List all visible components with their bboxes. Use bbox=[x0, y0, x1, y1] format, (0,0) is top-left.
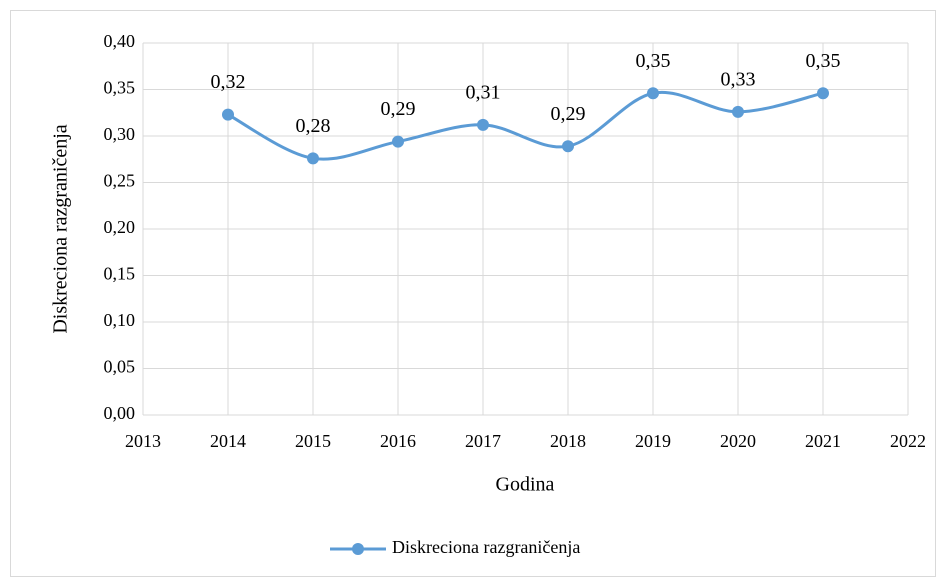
data-point bbox=[817, 87, 829, 100]
data-label: 0,35 bbox=[636, 50, 671, 72]
y-tick-label: 0,00 bbox=[104, 403, 136, 423]
data-point bbox=[562, 140, 574, 153]
x-axis-title: Godina bbox=[496, 474, 555, 496]
data-label: 0,31 bbox=[466, 81, 501, 103]
x-tick-label: 2022 bbox=[890, 431, 926, 451]
y-tick-label: 0,05 bbox=[104, 357, 136, 377]
y-tick-label: 0,10 bbox=[104, 310, 136, 330]
data-point bbox=[647, 87, 659, 100]
x-tick-label: 2018 bbox=[550, 431, 586, 451]
data-point bbox=[732, 105, 744, 118]
y-tick-label: 0,15 bbox=[104, 264, 136, 284]
x-tick-label: 2016 bbox=[380, 431, 416, 451]
y-tick-label: 0,40 bbox=[104, 31, 136, 51]
y-tick-label: 0,25 bbox=[104, 171, 136, 191]
x-tick-label: 2019 bbox=[635, 431, 671, 451]
legend-label: Diskreciona razgraničenja bbox=[392, 537, 580, 557]
x-tick-label: 2013 bbox=[125, 431, 161, 451]
y-axis-title: Diskreciona razgraničenja bbox=[50, 124, 72, 333]
data-point bbox=[222, 108, 234, 121]
data-point bbox=[392, 135, 404, 148]
data-label: 0,33 bbox=[721, 68, 756, 90]
x-tick-label: 2017 bbox=[465, 431, 501, 451]
y-tick-label: 0,35 bbox=[104, 78, 136, 98]
x-tick-label: 2014 bbox=[210, 431, 246, 451]
x-tick-label: 2021 bbox=[805, 431, 841, 451]
data-label: 0,32 bbox=[211, 71, 246, 93]
y-tick-label: 0,20 bbox=[104, 217, 136, 237]
data-label: 0,28 bbox=[296, 115, 331, 137]
legend-marker bbox=[352, 543, 364, 555]
x-tick-label: 2015 bbox=[295, 431, 331, 451]
data-label: 0,29 bbox=[551, 103, 586, 125]
y-tick-label: 0,30 bbox=[104, 124, 136, 144]
data-point bbox=[477, 118, 489, 131]
x-tick-label: 2020 bbox=[720, 431, 756, 451]
series-line bbox=[227, 90, 824, 161]
data-point bbox=[307, 152, 319, 165]
data-label: 0,29 bbox=[381, 98, 416, 120]
data-label: 0,35 bbox=[806, 50, 841, 72]
